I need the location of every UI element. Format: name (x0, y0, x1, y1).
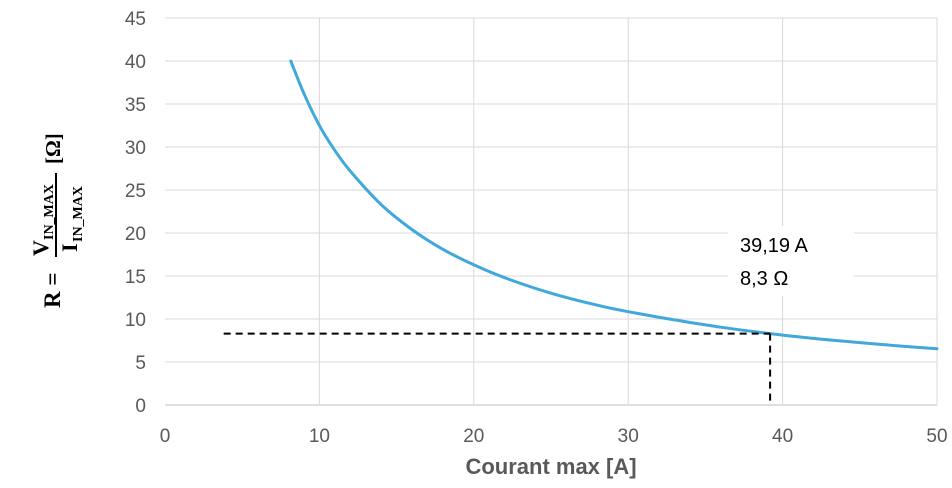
y-axis-denominator: I (57, 243, 82, 252)
x-tick-label: 10 (309, 426, 330, 447)
y-axis-unit: [Ω] (41, 133, 65, 164)
y-tick-label: 45 (125, 9, 146, 30)
x-tick-label: 40 (772, 426, 793, 447)
y-tick-label: 20 (125, 224, 146, 245)
marker-lines (223, 332, 772, 405)
grid-lines (165, 17, 938, 406)
y-tick-label: 30 (125, 138, 146, 159)
y-axis-numerator: V (28, 240, 53, 256)
y-axis-prefix: R = (40, 273, 65, 308)
x-tick-label: 0 (160, 426, 171, 447)
y-tick-label: 10 (125, 310, 146, 331)
x-tick-label: 30 (618, 426, 639, 447)
y-axis-numerator-sub: IN_MAX (42, 184, 57, 240)
y-axis-denominator-sub: IN_MAX (71, 186, 86, 242)
y-tick-label: 35 (125, 95, 146, 116)
y-tick-label: 40 (125, 52, 146, 73)
data-series (289, 59, 939, 351)
y-tick-label: 5 (135, 353, 146, 374)
y-tick-labels: 0 5 10 15 20 25 30 35 40 45 (125, 9, 146, 417)
y-axis-title: R = V IN_MAX I IN_MAX [Ω] (28, 133, 86, 308)
annotation-background (728, 226, 854, 296)
x-tick-labels: 0 10 20 30 40 50 (160, 426, 948, 447)
y-tick-label: 15 (125, 267, 146, 288)
x-axis-title: Courant max [A] (465, 454, 636, 479)
series-line (289, 59, 939, 351)
y-tick-label: 0 (135, 396, 146, 417)
annotation-resistance: 8,3 Ω (740, 268, 788, 290)
annotation-current: 39,19 A (740, 235, 809, 257)
y-tick-label: 25 (125, 181, 146, 202)
x-tick-label: 20 (463, 426, 484, 447)
x-tick-label: 50 (926, 426, 947, 447)
